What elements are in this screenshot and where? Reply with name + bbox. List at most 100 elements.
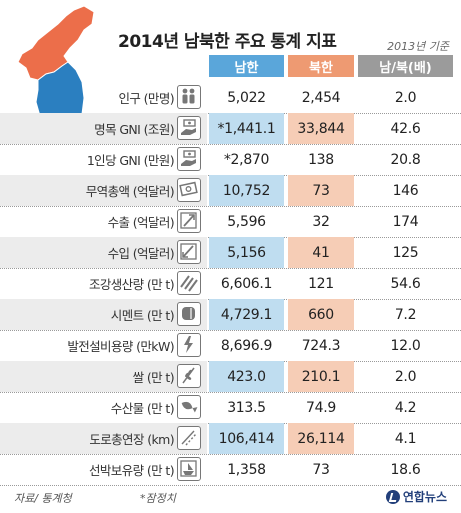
row-separator [0,330,461,331]
import-icon [177,240,201,264]
row-label-background [0,113,207,144]
row-label: 수출 (억달러) [107,215,175,230]
rice-icon [177,364,201,388]
chart-title: 2014년 남북한 주요 통계 지표 [118,32,337,52]
south-value: 5,596 [227,213,266,230]
power-icon [177,333,201,357]
money-hand-icon [177,116,201,140]
banknote-icon [177,178,201,202]
row-label: 조강생산량 (만 t) [88,277,175,292]
row-label-background [0,175,207,206]
ratio-value: 125 [392,244,419,261]
ratio-value: 4.1 [394,430,417,447]
brand-name: 연합뉴스 [402,490,447,504]
south-value: 313.5 [227,399,266,416]
row-label-background [0,361,207,392]
ratio-value: 12.0 [390,337,421,354]
ratio-value: 2.0 [394,89,417,106]
people-icon [177,85,201,109]
north-value: 33,844 [288,113,354,144]
ratio-value: 18.6 [390,461,421,478]
south-value: 423.0 [209,361,284,392]
row-label: 수산물 (만 t) [110,401,175,416]
row-label: 수입 (억달러) [107,246,175,261]
steel-bars-icon [177,271,201,295]
row-label: 1인당 GNI (만원) [86,153,175,168]
north-value: 73 [312,461,330,478]
row-label-background [0,392,207,423]
row-separator [0,392,461,393]
south-value: 5,022 [227,89,266,106]
row-separator [0,454,461,455]
row-label-background [0,82,207,113]
south-value: *1,441.1 [209,113,284,144]
north-value: 74.9 [306,399,336,416]
row-label: 시멘트 (만 t) [110,308,175,323]
south-value: 5,156 [209,237,284,268]
row-label-background [0,206,207,237]
ratio-value: 7.2 [394,306,417,323]
row-label-background [0,237,207,268]
ratio-value: 54.6 [390,275,421,292]
row-separator [0,268,461,269]
basis-note: 2013년 기준 [387,40,449,53]
north-value: 26,114 [288,423,354,454]
north-value: 210.1 [288,361,354,392]
row-label: 쌀 (만 t) [132,370,175,385]
south-value: 4,729.1 [209,299,284,330]
fish-icon [177,395,201,419]
table-row: 수출 (억달러) 5,596 32 174 [0,206,461,237]
row-separator [0,144,461,145]
cement-icon [177,302,201,326]
south-value: 10,752 [209,175,284,206]
row-label: 무역총액 (억달러) [85,184,175,199]
north-korea-shape [17,5,95,81]
brand-logo: 연합뉴스 [385,488,447,505]
row-label: 도로총연장 (km) [89,432,174,447]
row-label: 인구 (만명) [118,91,174,106]
table-row: 발전설비용량 (만kW) 8,696.9 724.3 12.0 [0,330,461,361]
table-row: 도로총연장 (km) 106,414 26,114 4.1 [0,423,461,454]
north-value: 32 [312,213,330,230]
row-label: 명목 GNI (조원) [94,122,174,137]
north-value: 2,454 [301,89,341,106]
ratio-value: 174 [392,213,419,230]
column-header-ratio: 남/북(배) [358,55,453,77]
south-value: 106,414 [209,423,284,454]
south-value: 1,358 [227,461,266,478]
row-label-background [0,423,207,454]
road-icon [177,426,201,450]
north-value: 73 [288,175,354,206]
north-value: 121 [308,275,334,292]
table-row: 명목 GNI (조원) *1,441.1 33,844 42.6 [0,113,461,144]
table-row: 선박보유량 (만 t) 1,358 73 18.6 [0,454,461,485]
row-label-background [0,299,207,330]
money-hand-icon [177,147,201,171]
north-value: 660 [288,299,354,330]
row-label: 발전설비용량 (만kW) [67,339,174,354]
table-row: 수입 (억달러) 5,156 41 125 [0,237,461,268]
row-separator [0,206,461,207]
brand-mark-icon [385,489,400,504]
ratio-value: 4.2 [394,399,417,416]
row-label: 선박보유량 (만 t) [88,463,175,478]
table-row: 무역총액 (억달러) 10,752 73 146 [0,175,461,206]
ratio-value: 42.6 [390,120,421,137]
source-note: 자료/ 통계청 [14,492,72,505]
table-row: 수산물 (만 t) 313.5 74.9 4.2 [0,392,461,423]
column-header-north: 북한 [288,55,354,77]
ratio-value: 2.0 [394,368,417,385]
ratio-value: 146 [392,182,419,199]
north-value: 724.3 [301,337,341,354]
table-row: 인구 (만명) 5,022 2,454 2.0 [0,82,461,113]
north-value: 41 [288,237,354,268]
ship-icon [177,457,201,481]
table-row: 1인당 GNI (만원) *2,870 138 20.8 [0,144,461,175]
table-row: 쌀 (만 t) 423.0 210.1 2.0 [0,361,461,392]
table-row: 조강생산량 (만 t) 6,606.1 121 54.6 [0,268,461,299]
row-separator [0,485,461,486]
ratio-value: 20.8 [390,151,421,168]
export-icon [177,209,201,233]
south-value: 6,606.1 [220,275,273,292]
